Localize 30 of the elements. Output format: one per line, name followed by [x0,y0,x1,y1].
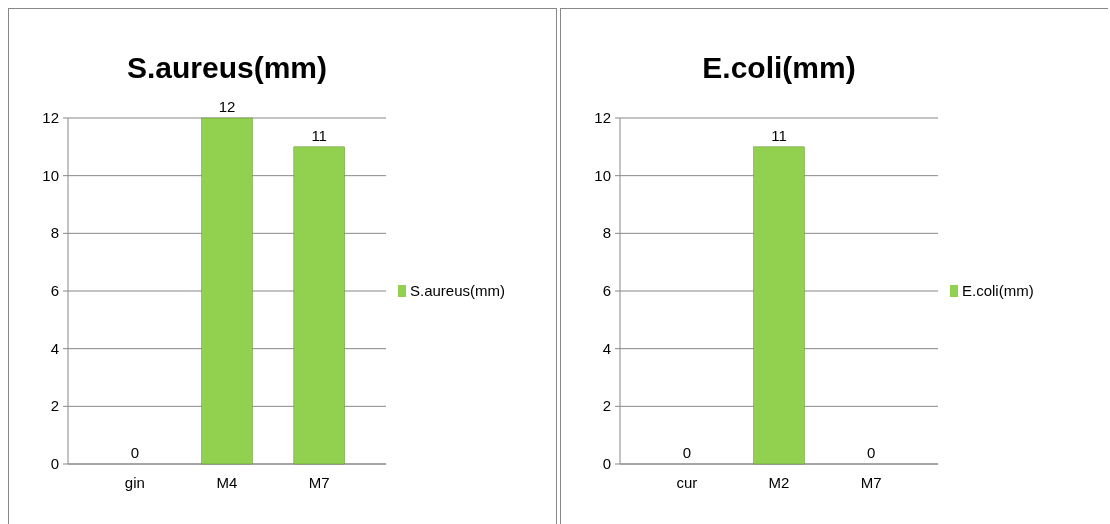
x-tick-label: M7 [308,474,330,491]
y-tick-label: 0 [602,455,611,472]
chart-title: E.coli(mm) [702,51,856,84]
y-tick-label: 8 [50,224,59,242]
x-tick-label: cur [676,474,698,491]
data-label: 0 [130,444,139,461]
y-tick-label: 6 [602,282,611,299]
legend-label: S.aureus(mm) [410,282,506,299]
y-tick-label: 2 [602,397,611,415]
y-tick-label: 4 [602,339,611,357]
legend-label: E.coli(mm) [962,282,1034,299]
data-label: 11 [771,126,787,144]
data-label: 0 [867,444,876,461]
y-tick-label: 12 [594,109,611,126]
y-tick-label: 10 [42,166,59,184]
y-tick-label: 12 [42,109,59,126]
y-tick-label: 2 [50,397,59,415]
y-tick-label: 4 [50,339,59,357]
x-tick-label: M7 [860,474,882,491]
data-label: 11 [311,126,327,144]
y-tick-label: 6 [50,282,59,299]
x-tick-label: M2 [768,474,790,491]
chart-title: S.aureus(mm) [126,51,328,84]
y-tick-label: 10 [594,166,611,184]
data-label: 12 [218,98,236,115]
x-tick-label: M4 [216,474,238,491]
data-label: 0 [682,444,691,461]
x-tick-label: gin [124,474,145,491]
y-tick-label: 8 [602,224,611,242]
y-tick-label: 0 [50,455,59,472]
